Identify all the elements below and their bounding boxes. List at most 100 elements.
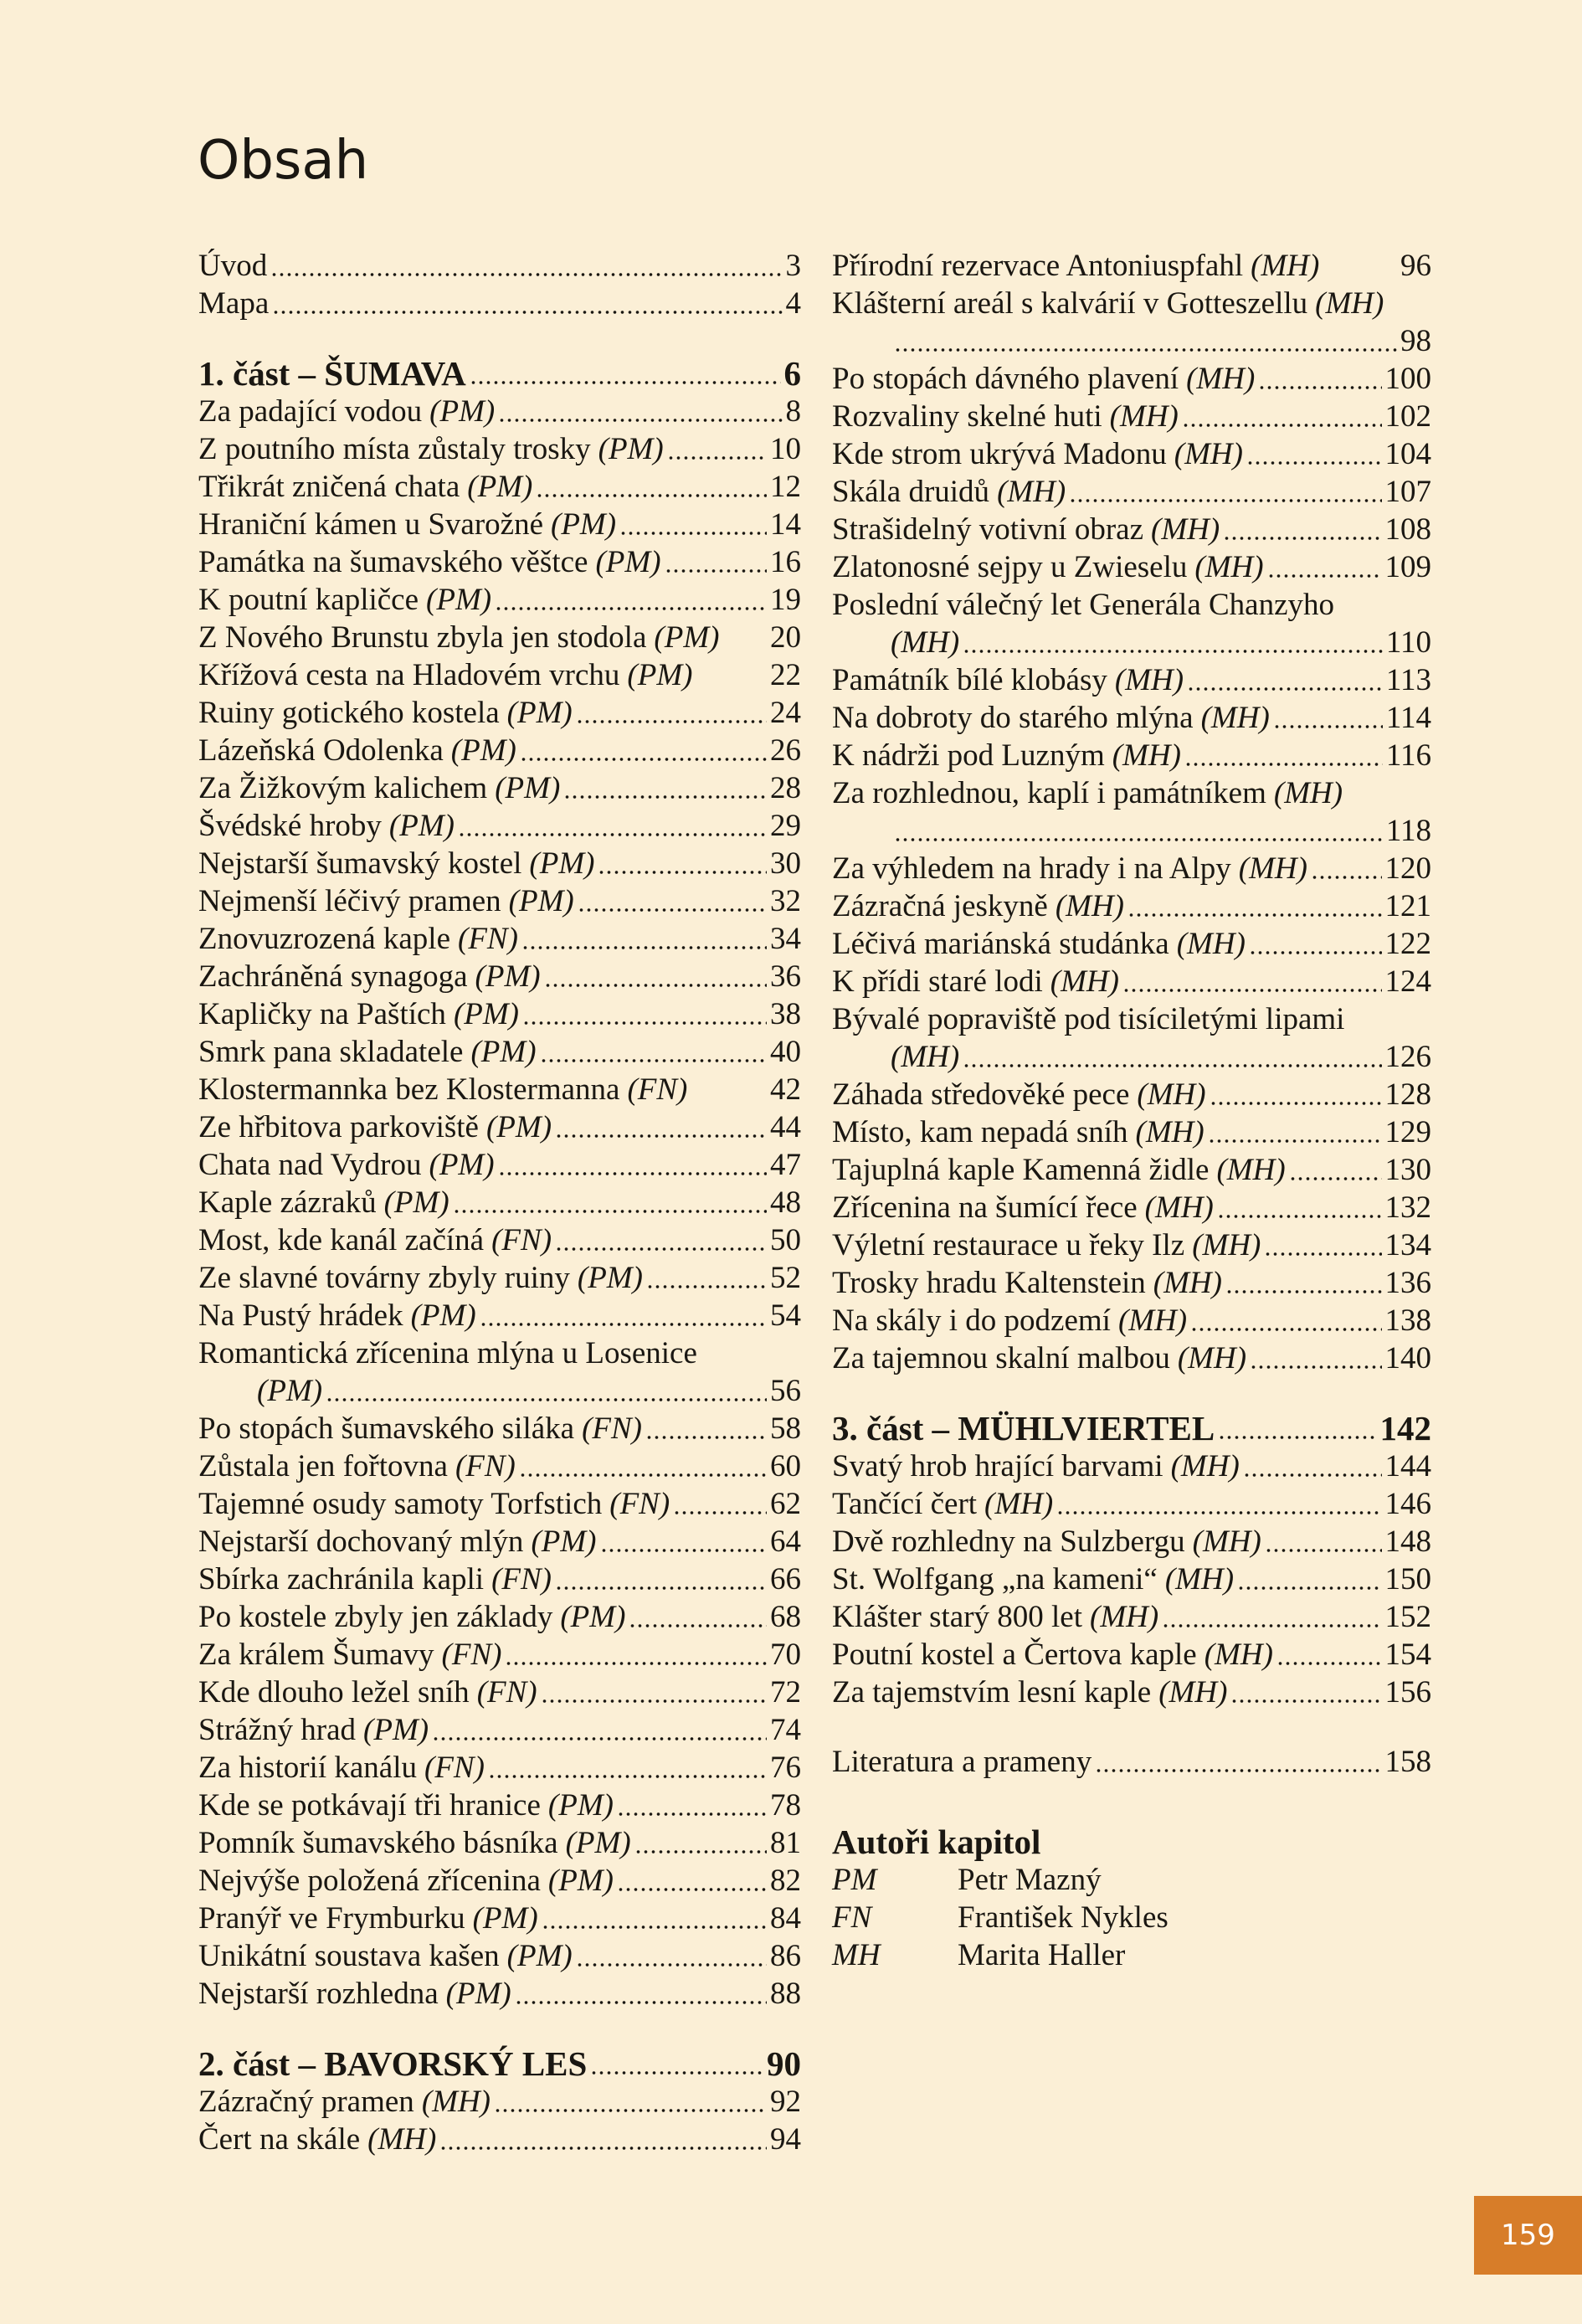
toc-entry[interactable]: Úvod 3 — [198, 247, 801, 285]
toc-entry[interactable]: Literatura a prameny 158 — [832, 1743, 1431, 1781]
toc-entry[interactable]: Skála druidů (MH) 107 — [832, 473, 1431, 511]
toc-entry[interactable]: Bývalé popraviště pod tisíciletými lipam… — [832, 1000, 1431, 1038]
toc-entry[interactable]: K přídi staré lodi (MH) 124 — [832, 963, 1431, 1000]
toc-entry[interactable]: Památka na šumavského věštce (PM) 16 — [198, 543, 801, 581]
toc-entry[interactable]: Kaple zázraků (PM) 48 — [198, 1184, 801, 1221]
toc-entry[interactable]: Z Nového Brunstu zbyla jen stodola (PM) 20 — [198, 619, 801, 656]
part-heading[interactable]: 3. část – MÜHLVIERTEL 142 — [832, 1409, 1431, 1447]
toc-entry[interactable]: St. Wolfgang „na kameni“ (MH) 150 — [832, 1560, 1431, 1598]
toc-entry[interactable]: Lázeňská Odolenka (PM) 26 — [198, 732, 801, 769]
toc-entry[interactable]: Zlatonosné sejpy u Zwieselu (MH) 109 — [832, 548, 1431, 586]
toc-entry[interactable]: K nádrži pod Luzným (MH) 116 — [832, 737, 1431, 774]
dot-leader — [575, 1937, 767, 1975]
toc-entry[interactable]: Místo, kam nepadá sníh (MH) 129 — [832, 1113, 1431, 1151]
toc-entry[interactable]: Klášterní areál s kalvárií v Gotteszellu… — [832, 285, 1431, 322]
entry-page: 82 — [770, 1864, 801, 1898]
toc-entry[interactable]: Znovuzrozená kaple (FN) 34 — [198, 920, 801, 958]
toc-entry[interactable]: Ze hřbitova parkoviště (PM) 44 — [198, 1108, 801, 1146]
toc-entry[interactable]: Klostermannka bez Klostermanna (FN) 42 — [198, 1071, 801, 1108]
toc-entry[interactable]: Nejstarší dochovaný mlýn (PM) 64 — [198, 1523, 801, 1560]
toc-entry[interactable]: Pranýř ve Frymburku (PM) 84 — [198, 1900, 801, 1937]
toc-entry[interactable]: Po kostele zbyly jen základy (PM) 68 — [198, 1598, 801, 1636]
toc-entry[interactable]: Trosky hradu Kaltenstein (MH) 136 — [832, 1264, 1431, 1302]
entry-page: 104 — [1384, 437, 1432, 471]
toc-entry[interactable]: Zachráněná synagoga (PM) 36 — [198, 958, 801, 995]
toc-entry[interactable]: Kde se potkávají tři hranice (PM) 78 — [198, 1787, 801, 1824]
toc-entry[interactable]: Tančící čert (MH) 146 — [832, 1485, 1431, 1523]
toc-entry[interactable]: Dvě rozhledny na Sulzbergu (MH) 148 — [832, 1523, 1431, 1560]
entry-title: Tajemné osudy samoty Torfstich — [198, 1487, 603, 1521]
toc-entry[interactable]: Třikrát zničená chata (PM) 12 — [198, 468, 801, 506]
toc-entry[interactable]: Za tajemnou skalní malbou (MH) 140 — [832, 1339, 1431, 1377]
toc-entry[interactable]: Zřícenina na šumící řece (MH) 132 — [832, 1189, 1431, 1226]
toc-entry[interactable]: Přírodní rezervace Antoniuspfahl (MH) 96 — [832, 247, 1431, 285]
toc-entry[interactable]: Kde strom ukrývá Madonu (MH) 104 — [832, 435, 1431, 473]
toc-entry[interactable]: Ze slavné továrny zbyly ruiny (PM) 52 — [198, 1259, 801, 1297]
toc-entry[interactable]: Zázračný pramen (MH) 92 — [198, 2083, 801, 2121]
toc-entry[interactable]: Pomník šumavského básníka (PM) 81 — [198, 1824, 801, 1862]
toc-entry[interactable]: Švédské hroby (PM) 29 — [198, 807, 801, 845]
entry-page: 8 — [785, 394, 802, 429]
toc-entry[interactable]: Nejstarší šumavský kostel (PM) 30 — [198, 845, 801, 882]
dot-leader — [1216, 1189, 1382, 1226]
toc-entry[interactable]: Poslední válečný let Generála Chanzyho — [832, 586, 1431, 624]
part-heading[interactable]: 2. část – BAVORSKÝ LES 90 — [198, 2044, 801, 2083]
entry-title: Čert na skále — [198, 2122, 361, 2157]
toc-entry[interactable]: Most, kde kanál začíná (FN) 50 — [198, 1221, 801, 1259]
toc-entry[interactable]: Svatý hrob hrající barvami (MH) 144 — [832, 1447, 1431, 1485]
entry-author: (MH) — [1114, 663, 1184, 697]
toc-entry[interactable]: Po stopách šumavského siláka (FN) 58 — [198, 1410, 801, 1447]
toc-entry[interactable]: Hraniční kámen u Svarožné (PM) 14 — [198, 506, 801, 543]
toc-entry[interactable]: Za historií kanálu (FN) 76 — [198, 1749, 801, 1787]
toc-entry[interactable]: Po stopách dávného plavení (MH) 100 — [832, 360, 1431, 398]
toc-entry[interactable]: Léčivá mariánská studánka (MH) 122 — [832, 925, 1431, 963]
entry-page: 158 — [1384, 1745, 1432, 1779]
entry-page: 26 — [770, 733, 801, 768]
toc-entry[interactable]: Ruiny gotického kostela (PM) 24 — [198, 694, 801, 732]
toc-entry[interactable]: Na Pustý hrádek (PM) 54 — [198, 1297, 801, 1334]
toc-entry[interactable]: Za padající vodou (PM) 8 — [198, 393, 801, 430]
toc-entry[interactable]: Nejvýše položená zřícenina (PM) 82 — [198, 1862, 801, 1900]
toc-entry[interactable]: Romantická zřícenina mlýna u Losenice — [198, 1334, 801, 1372]
toc-entry[interactable]: Za výhledem na hrady i na Alpy (MH) 120 — [832, 850, 1431, 887]
toc-entry[interactable]: Chata nad Vydrou (PM) 47 — [198, 1146, 801, 1184]
part-heading[interactable]: 1. část – ŠUMAVA 6 — [198, 354, 801, 393]
toc-entry[interactable]: Zázračná jeskyně (MH) 121 — [832, 887, 1431, 925]
toc-entry[interactable]: Nejstarší rozhledna (PM) 88 — [198, 1975, 801, 2013]
toc-entry[interactable]: Sbírka zachránila kapli (FN) 66 — [198, 1560, 801, 1598]
toc-entry[interactable]: Čert na skále (MH) 94 — [198, 2121, 801, 2158]
toc-entry[interactable]: Kapličky na Paštích (PM) 38 — [198, 995, 801, 1033]
toc-entry[interactable]: Unikátní soustava kašen (PM) 86 — [198, 1937, 801, 1975]
toc-entry[interactable]: Výletní restaurace u řeky Ilz (MH) 134 — [832, 1226, 1431, 1264]
entry-author: (MH) — [891, 1040, 960, 1074]
toc-entry[interactable]: Smrk pana skladatele (PM) 40 — [198, 1033, 801, 1071]
toc-entry[interactable]: Strážný hrad (PM) 74 — [198, 1711, 801, 1749]
toc-entry[interactable]: Za králem Šumavy (FN) 70 — [198, 1636, 801, 1674]
toc-entry[interactable]: Záhada středověké pece (MH) 128 — [832, 1076, 1431, 1113]
toc-entry[interactable]: Rozvaliny skelné huti (MH) 102 — [832, 398, 1431, 435]
dot-leader — [539, 1033, 767, 1071]
toc-entry[interactable]: Na dobroty do starého mlýna (MH) 114 — [832, 699, 1431, 737]
entry-page: 29 — [770, 809, 801, 843]
toc-entry[interactable]: Tajuplná kaple Kamenná židle (MH) 130 — [832, 1151, 1431, 1189]
toc-entry[interactable]: Z poutního místa zůstaly trosky (PM) 10 — [198, 430, 801, 468]
toc-entry[interactable]: Křížová cesta na Hladovém vrchu (PM) 22 — [198, 656, 801, 694]
toc-entry[interactable]: Památník bílé klobásy (MH) 113 — [832, 661, 1431, 699]
toc-entry[interactable]: Tajemné osudy samoty Torfstich (FN) 62 — [198, 1485, 801, 1523]
toc-entry[interactable]: Poutní kostel a Čertova kaple (MH) 154 — [832, 1636, 1431, 1674]
entry-author: (PM) — [475, 959, 541, 994]
entry-title: Po stopách šumavského siláka — [198, 1411, 575, 1446]
toc-entry[interactable]: Klášter starý 800 let (MH) 152 — [832, 1598, 1431, 1636]
toc-entry[interactable]: Zůstala jen fořtovna (FN) 60 — [198, 1447, 801, 1485]
toc-entry[interactable]: K poutní kapličce (PM) 19 — [198, 581, 801, 619]
dot-leader — [666, 430, 767, 468]
toc-entry[interactable]: Strašidelný votivní obraz (MH) 108 — [832, 511, 1431, 548]
toc-entry[interactable]: Za tajemstvím lesní kaple (MH) 156 — [832, 1674, 1431, 1711]
entry-title: Za výhledem na hrady i na Alpy — [832, 851, 1231, 886]
toc-entry[interactable]: Za Žižkovým kalichem (PM) 28 — [198, 769, 801, 807]
toc-entry[interactable]: Nejmenší léčivý pramen (PM) 32 — [198, 882, 801, 920]
toc-entry[interactable]: Na skály i do podzemí (MH) 138 — [832, 1302, 1431, 1339]
toc-entry[interactable]: Kde dlouho ležel sníh (FN) 72 — [198, 1674, 801, 1711]
toc-entry[interactable]: Mapa 4 — [198, 285, 801, 322]
toc-entry[interactable]: Za rozhlednou, kaplí i památníkem (MH) — [832, 774, 1431, 812]
